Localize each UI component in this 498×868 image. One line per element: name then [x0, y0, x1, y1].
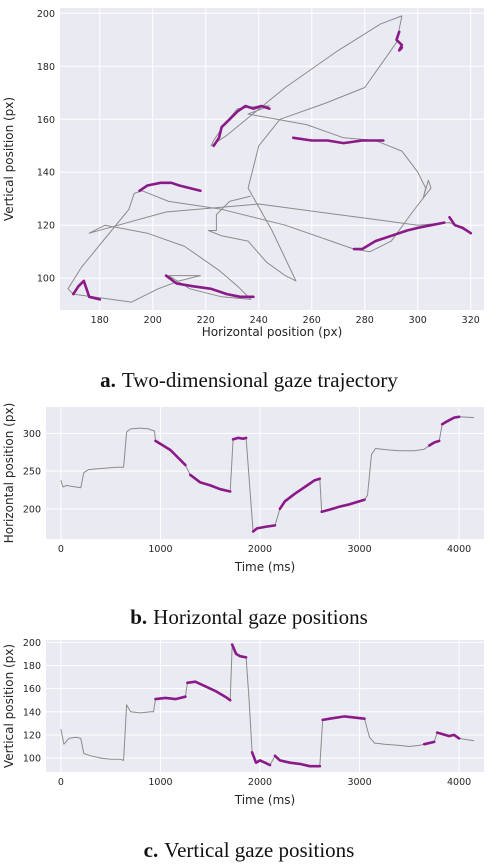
fixation-segment [138, 181, 202, 193]
gaze-position-line [60, 416, 475, 532]
fixation-segment [212, 104, 271, 148]
x-tick-label: 2000 [248, 777, 272, 788]
fixation-segment [72, 279, 102, 301]
fixation-segment [189, 473, 232, 493]
plot-background [46, 407, 484, 539]
y-tick-label: 100 [23, 754, 41, 765]
fixation-segment [164, 274, 255, 299]
fixation-segment [448, 216, 473, 235]
y-tick-label: 100 [37, 274, 55, 285]
fixation-segment [423, 740, 436, 746]
y-tick-label: 200 [23, 638, 41, 649]
fixation-segment [320, 498, 366, 514]
y-tick-label: 180 [23, 661, 41, 672]
tick-labels: 0 1000 2000 3000 4000 100 120 140 160 180 200 [23, 638, 471, 788]
y-tick-label: 120 [37, 221, 55, 232]
grid [60, 8, 484, 310]
x-tick-label: 3000 [347, 777, 371, 788]
x-tick-label: 300 [409, 315, 427, 326]
trajectory-chart: 180 200 220 240 260 280 300 320 100 120 140 160 180 2… [2, 8, 484, 339]
vertical-position-chart: 0 1000 2000 3000 4000 100 120 140 160 180 200 Time… [2, 638, 484, 807]
series-layer [60, 643, 475, 768]
x-axis-label: Time (ms) [234, 560, 296, 574]
caption-a: a. Two-dimensional gaze trajectory [0, 368, 498, 393]
y-tick-label: 200 [37, 9, 55, 20]
caption-c: c. Vertical gaze positions [0, 838, 498, 863]
y-axis-label: Horizontal position (px) [2, 403, 16, 544]
y-tick-label: 160 [37, 115, 55, 126]
fixation-segment [186, 680, 232, 702]
x-axis-label: Horizontal position (px) [202, 325, 343, 339]
y-tick-label: 160 [23, 684, 41, 695]
caption-text: Vertical gaze positions [164, 838, 355, 862]
x-tick-label: 240 [250, 315, 268, 326]
caption-letter: c. [143, 838, 159, 862]
fixation-segment [428, 439, 441, 447]
x-tick-label: 1000 [148, 544, 172, 555]
fixation-segment [230, 643, 248, 659]
y-axis-label: Vertical position (px) [2, 644, 16, 768]
grid [46, 407, 484, 539]
fixation-segment [440, 415, 461, 426]
y-tick-label: 180 [37, 62, 55, 73]
x-tick-label: 0 [58, 544, 64, 555]
plot-background [60, 8, 484, 310]
x-tick-label: 4000 [447, 777, 471, 788]
plot-background [46, 640, 484, 772]
y-tick-label: 250 [23, 467, 41, 478]
tick-labels: 0 1000 2000 3000 4000 200 250 300 [23, 429, 471, 555]
fixation-segment [352, 221, 446, 251]
x-tick-label: 320 [462, 315, 480, 326]
fixation-segment [231, 436, 248, 441]
x-tick-label: 0 [58, 777, 64, 788]
gaze-position-line [60, 644, 475, 767]
x-tick-label: 3000 [347, 544, 371, 555]
x-tick-label: 200 [144, 315, 162, 326]
series-layer [67, 15, 473, 303]
fixation-segment [278, 477, 322, 511]
fixation-segment [251, 524, 277, 533]
fixation-segment [291, 136, 385, 145]
caption-b: b. Horizontal gaze positions [0, 605, 498, 630]
horizontal-position-chart: 0 1000 2000 3000 4000 200 250 300 Time (ms) Hor… [2, 403, 484, 574]
x-tick-label: 1000 [148, 777, 172, 788]
y-tick-label: 120 [23, 730, 41, 741]
fixation-segment [273, 754, 322, 768]
panel-horizontal: 0 1000 2000 3000 4000 200 250 300 Time (ms) Hor… [0, 400, 498, 590]
fixation-segment [435, 731, 461, 740]
y-tick-label: 140 [23, 707, 41, 718]
panel-vertical: 0 1000 2000 3000 4000 100 120 140 160 180 200 Time… [0, 633, 498, 823]
x-tick-label: 260 [303, 315, 321, 326]
x-tick-label: 2000 [248, 544, 272, 555]
x-tick-label: 280 [356, 315, 374, 326]
fixation-segment [321, 715, 366, 722]
series-layer [60, 415, 475, 533]
caption-letter: b. [130, 605, 148, 629]
panel-trajectory: 180 200 220 240 260 280 300 320 100 120 140 160 180 2… [0, 0, 498, 360]
fixation-segment [154, 695, 187, 701]
caption-letter: a. [100, 368, 116, 392]
tick-labels: 180 200 220 240 260 280 300 320 100 120 140 160 180 2… [37, 9, 480, 326]
x-axis-label: Time (ms) [234, 793, 296, 807]
y-tick-label: 300 [23, 429, 41, 440]
x-tick-label: 180 [91, 315, 109, 326]
y-axis-label: Vertical position (px) [2, 97, 16, 221]
x-tick-label: 4000 [447, 544, 471, 555]
fixation-segment [395, 30, 404, 52]
caption-text: Horizontal gaze positions [153, 605, 368, 629]
grid [46, 640, 484, 772]
fixation-segment [154, 439, 187, 467]
y-tick-label: 200 [23, 504, 41, 515]
y-tick-label: 140 [37, 168, 55, 179]
x-tick-label: 220 [197, 315, 215, 326]
caption-text: Two-dimensional gaze trajectory [121, 368, 398, 392]
fixation-segment [250, 751, 272, 767]
